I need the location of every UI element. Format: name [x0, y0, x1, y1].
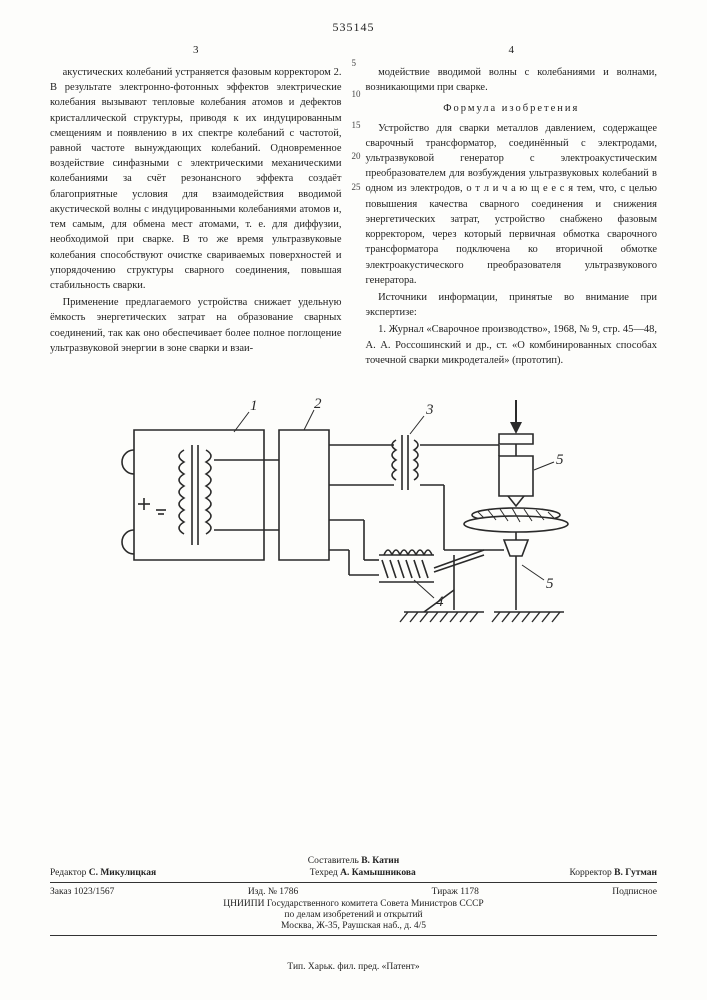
- line-mark: 15: [352, 119, 361, 132]
- compiler-label: Составитель: [308, 856, 359, 866]
- print-run: Тираж 1178: [432, 887, 479, 897]
- left-column-number: 3: [50, 43, 342, 59]
- imprint-footer: Составитель В. Катин Редактор С. Микулиц…: [50, 855, 657, 940]
- diagram-label-1: 1: [250, 398, 258, 414]
- right-continuation: модействие вводимой волны с колебаниями …: [366, 65, 658, 95]
- page: 535145 3 акустических колебаний устраняе…: [0, 0, 707, 1000]
- editor-label: Редактор: [50, 868, 86, 878]
- right-column: 5 10 15 20 25 4 модействие вводимой волн…: [366, 43, 658, 370]
- order-number: Заказ 1023/1567: [50, 887, 114, 897]
- tech-name: А. Камышникова: [340, 868, 416, 878]
- sources-heading: Источники информации, принятые во вниман…: [366, 290, 658, 320]
- subscription-mark: Подписное: [612, 887, 657, 897]
- typography-line: Тип. Харьк. фил. пред. «Патент»: [0, 962, 707, 972]
- proof-label: Корректор: [569, 868, 611, 878]
- source-1: 1. Журнал «Сварочное производство», 1968…: [366, 322, 658, 368]
- left-paragraph-2: Применение предлагаемого устройства сниж…: [50, 295, 342, 356]
- edition-number: Изд. № 1786: [248, 887, 298, 897]
- line-mark: 10: [352, 88, 361, 101]
- diagram-label-5-top: 5: [556, 452, 564, 468]
- address-line: Москва, Ж-35, Раушская наб., д. 4/5: [50, 921, 657, 931]
- proof-name: В. Гутман: [614, 868, 657, 878]
- claims-heading: Формула изобретения: [366, 101, 658, 116]
- line-number-marks: 5 10 15 20 25: [352, 57, 361, 194]
- circuit-svg: 1 2 3 4 5 5: [104, 390, 604, 670]
- two-column-text: 3 акустических колебаний устраняется фаз…: [50, 43, 657, 370]
- compiler-name: В. Катин: [361, 856, 399, 866]
- left-paragraph-1: акустических колебаний устраняется фазов…: [50, 65, 342, 293]
- organization-line-1: ЦНИИПИ Государственного комитета Совета …: [50, 899, 657, 909]
- editor-name: С. Микулицкая: [89, 868, 156, 878]
- diagram-label-5-bottom: 5: [546, 576, 554, 592]
- claim-text: Устройство для сварки металлов давлением…: [366, 121, 658, 288]
- line-mark: 20: [352, 150, 361, 163]
- line-mark: 25: [352, 181, 361, 194]
- tech-label: Техред: [310, 868, 338, 878]
- diagram-label-4: 4: [436, 594, 444, 610]
- left-column: 3 акустических колебаний устраняется фаз…: [50, 43, 342, 370]
- document-number: 535145: [50, 20, 657, 35]
- diagram-label-3: 3: [425, 402, 434, 418]
- schematic-diagram: 1 2 3 4 5 5: [50, 390, 657, 670]
- right-column-number: 4: [366, 43, 658, 59]
- organization-line-2: по делам изобретений и открытий: [50, 910, 657, 920]
- line-mark: 5: [352, 57, 361, 70]
- diagram-label-2: 2: [314, 396, 322, 412]
